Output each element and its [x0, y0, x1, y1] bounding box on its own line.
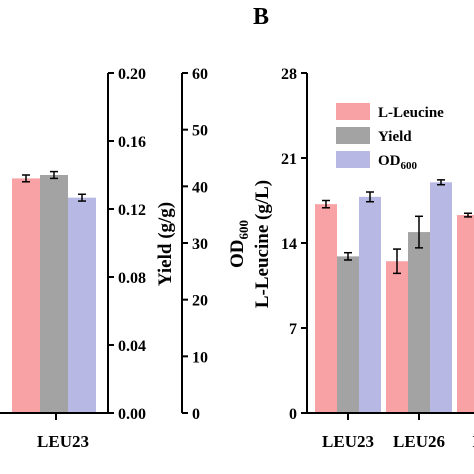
panel-b-y-tick-label: 0: [289, 406, 297, 423]
panel-a-yield-tick-label: 0.04: [118, 338, 146, 355]
panel-b-bar-yield: [408, 232, 430, 413]
legend-swatch: [336, 151, 370, 168]
panel-a-error-bar-l-leucine: [22, 174, 30, 183]
panel-a-bar-od600: [68, 197, 96, 413]
panel-b-bars: [315, 179, 474, 413]
panel-b-category-label: LEU: [473, 432, 474, 451]
panel-b-bar-l-leucine: [315, 204, 337, 413]
panel-a-od-tick-label: 20: [192, 293, 208, 310]
legend-swatch: [336, 103, 370, 120]
panel-b-category-label: LEU23: [322, 432, 374, 451]
panel-a-bar-l-leucine: [12, 178, 40, 413]
panel-b-y-axis-label: L-Leucine (g/L): [252, 180, 273, 308]
panel-a: 0.00 0.04 0.08 0.12 0.16 0.20 0 10 20 30 40 50 60 Yi…: [0, 66, 251, 451]
panel-b-category-labels: LEU23 LEU26 LEU: [322, 432, 474, 451]
panel-a-od-tick-label: 50: [192, 123, 208, 140]
panel-a-bar-yield: [40, 175, 68, 413]
panel-b: B 0 7 14 21 28 L-Leucine (g/L) L-Leucine Yiel…: [252, 4, 474, 451]
panel-b-y-tick-label: 14: [281, 236, 297, 253]
panel-a-ticks: 0.00 0.04 0.08 0.12 0.16 0.20 0 10 20 30 40 50 60: [55, 66, 208, 423]
panel-a-yield-tick-label: 0.08: [118, 270, 146, 287]
panel-a-category-label: LEU23: [37, 432, 89, 451]
panel-b-error-bar-l-leucine: [464, 212, 472, 218]
panel-a-od-tick-label: 30: [192, 236, 208, 253]
panel-b-error-bar-yield: [344, 251, 352, 261]
panel-b-bar-od600: [359, 196, 381, 413]
panel-b-bar-yield: [337, 256, 359, 413]
panel-a-error-bar-od600: [78, 193, 86, 202]
panel-b-bar-od600: [430, 182, 452, 413]
panel-a-yield-tick-label: 0.20: [118, 66, 146, 83]
panel-b-error-bar-od600: [437, 179, 445, 186]
panel-a-yield-axis-label: Yield (g/g): [155, 202, 176, 286]
legend-entry-label: L-Leucine: [378, 105, 444, 121]
panel-b-error-bar-yield: [415, 215, 423, 249]
panel-b-error-bar-od600: [366, 191, 374, 203]
panel-a-od-tick-label: 60: [192, 66, 208, 83]
panel-a-error-bar-yield: [50, 170, 58, 180]
panel-b-bar-l-leucine: [457, 215, 474, 413]
legend-swatch: [336, 127, 370, 144]
panel-b-bar-l-leucine: [386, 261, 408, 413]
panel-a-od-tick-label: 40: [192, 179, 208, 196]
legend: L-Leucine Yield OD600: [336, 103, 444, 172]
panel-b-label: B: [253, 4, 269, 30]
legend-entry-label: Yield: [378, 129, 412, 145]
panel-b-y-tick-label: 28: [281, 66, 297, 83]
legend-entry-label: OD600: [378, 153, 418, 172]
panel-b-error-bar-l-leucine: [393, 248, 401, 275]
panel-a-yield-tick-label: 0.00: [118, 406, 146, 423]
panel-a-od-tick-label: 10: [192, 349, 208, 366]
panel-b-ticks: 0 7 14 21 28: [281, 66, 420, 423]
panel-b-y-tick-label: 21: [281, 151, 297, 168]
panel-b-y-tick-label: 7: [289, 321, 297, 338]
panel-a-yield-tick-label: 0.16: [118, 134, 146, 151]
panel-a-yield-tick-label: 0.12: [118, 202, 146, 219]
panel-b-error-bar-l-leucine: [322, 199, 330, 209]
panel-b-category-label: LEU26: [393, 432, 445, 451]
panel-a-od-tick-label: 0: [192, 406, 200, 423]
panel-a-bars: [12, 170, 96, 413]
panel-a-od-axis-label: OD600: [227, 220, 251, 268]
